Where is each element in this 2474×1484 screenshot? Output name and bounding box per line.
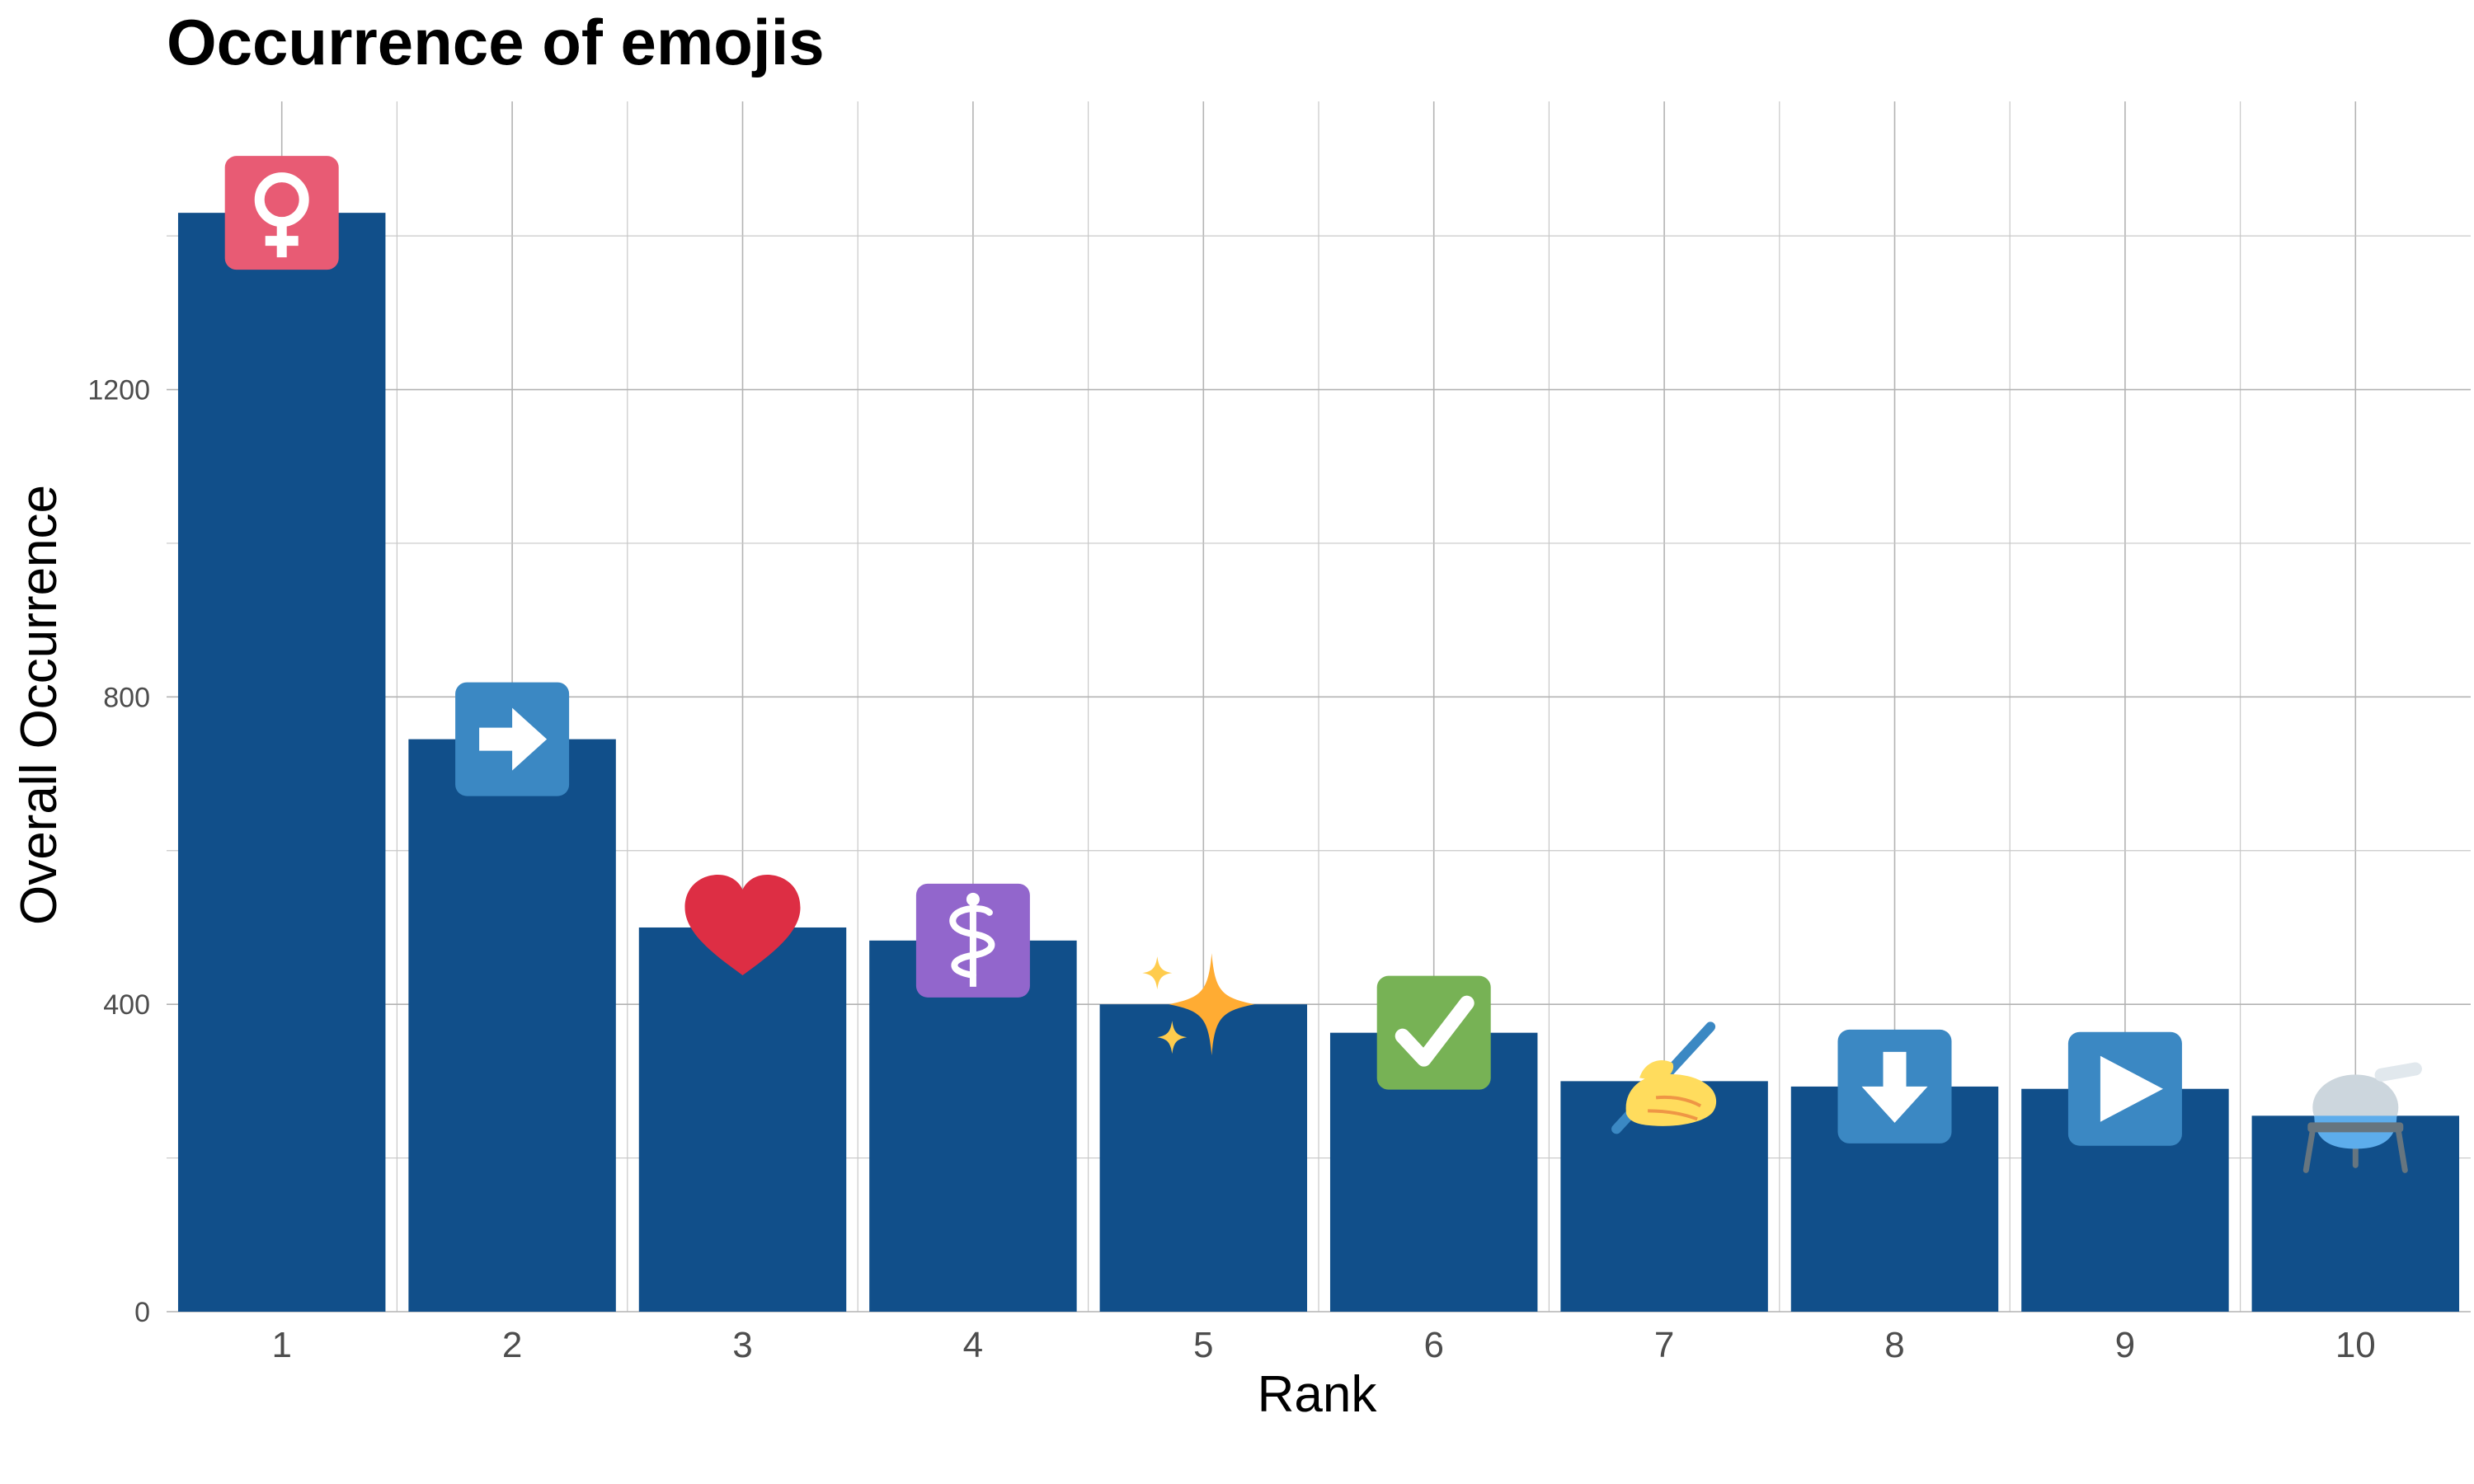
- y-tick-label: 800: [103, 682, 150, 713]
- x-tick-label: 5: [1193, 1325, 1213, 1365]
- right-arrow-icon: [455, 682, 570, 796]
- x-tick-label: 10: [2335, 1325, 2376, 1365]
- y-axis-ticks: 0 400 800 1200: [87, 375, 150, 1328]
- sparkles-icon: [1142, 953, 1255, 1056]
- test-tube-flask-icon: [2302, 1062, 2422, 1173]
- x-tick-label: 7: [1654, 1325, 1674, 1365]
- bar-rank-2: [408, 739, 616, 1312]
- y-tick-label: 0: [134, 1297, 150, 1328]
- bars: [177, 213, 2460, 1313]
- y-tick-label: 400: [103, 989, 150, 1021]
- down-arrow-icon: [1837, 1029, 1952, 1144]
- female-sign-icon: [224, 156, 339, 270]
- x-axis-label: Rank: [1258, 1366, 1378, 1423]
- bar-rank-4: [869, 940, 1077, 1312]
- bar-rank-5: [1099, 1004, 1308, 1312]
- x-axis-ticks: 1 2 3 4 5 6 7 8 9 10: [271, 1325, 2375, 1365]
- emoji-icons: [224, 156, 2422, 1173]
- x-tick-label: 9: [2115, 1325, 2135, 1365]
- bar-rank-3: [638, 927, 847, 1312]
- writing-hand-icon: [1611, 1021, 1717, 1134]
- bar-rank-1: [177, 213, 386, 1313]
- x-tick-label: 4: [963, 1325, 983, 1365]
- chart-title: Occurrence of emojis: [167, 6, 825, 78]
- play-button-icon: [2067, 1031, 2182, 1146]
- x-tick-label: 3: [732, 1325, 752, 1365]
- x-tick-label: 6: [1423, 1325, 1443, 1365]
- y-tick-label: 1200: [87, 375, 150, 406]
- y-axis-label: Overall Occurrence: [11, 485, 68, 925]
- red-heart-icon: [684, 874, 801, 975]
- x-tick-label: 2: [502, 1325, 522, 1365]
- grid-lines: [167, 101, 2471, 1313]
- medical-symbol-icon: [915, 883, 1030, 998]
- check-mark-button-icon: [1376, 975, 1491, 1090]
- x-tick-label: 8: [1884, 1325, 1904, 1365]
- x-tick-label: 1: [271, 1325, 291, 1365]
